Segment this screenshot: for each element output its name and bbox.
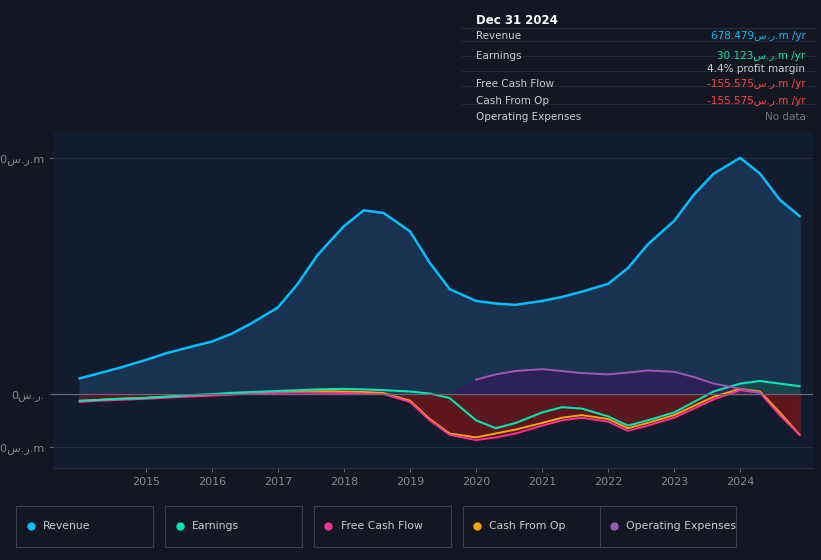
Text: Free Cash Flow: Free Cash Flow [341,521,422,531]
Text: Cash From Op: Cash From Op [475,96,548,106]
Text: Earnings: Earnings [191,521,239,531]
Text: -155.575س.ر.m /yr: -155.575س.ر.m /yr [707,96,805,106]
Text: 30.123س.ر.m /yr: 30.123س.ر.m /yr [718,51,805,61]
Text: Dec 31 2024: Dec 31 2024 [475,15,557,27]
Text: No data: No data [764,112,805,122]
Text: Revenue: Revenue [43,521,90,531]
Text: 4.4% profit margin: 4.4% profit margin [708,64,805,74]
FancyBboxPatch shape [314,506,451,547]
Text: Revenue: Revenue [475,31,521,41]
Text: 678.479س.ر.m /yr: 678.479س.ر.m /yr [710,31,805,41]
Text: Operating Expenses: Operating Expenses [626,521,736,531]
Text: Cash From Op: Cash From Op [489,521,566,531]
FancyBboxPatch shape [463,506,599,547]
Text: -155.575س.ر.m /yr: -155.575س.ر.m /yr [707,79,805,88]
Text: Earnings: Earnings [475,51,521,61]
FancyBboxPatch shape [165,506,302,547]
Text: Free Cash Flow: Free Cash Flow [475,79,553,88]
FancyBboxPatch shape [599,506,736,547]
FancyBboxPatch shape [16,506,153,547]
Text: Operating Expenses: Operating Expenses [475,112,580,122]
